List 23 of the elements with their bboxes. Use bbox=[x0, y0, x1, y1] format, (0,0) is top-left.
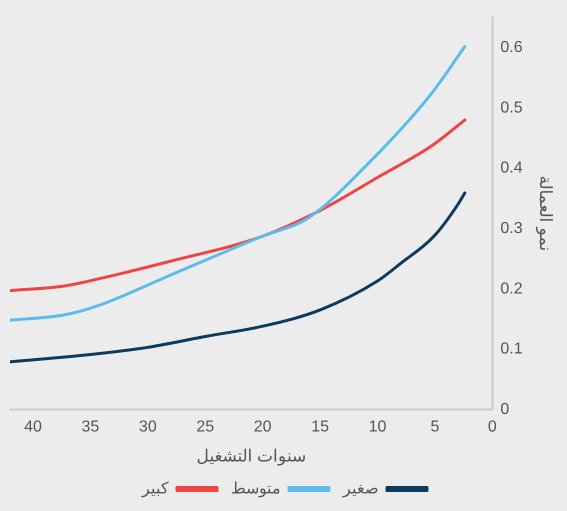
legend-label: صغير bbox=[342, 480, 379, 498]
x-tick-label: 40 bbox=[24, 418, 42, 436]
x-tick-label: 5 bbox=[430, 418, 440, 436]
x-tick-label: 15 bbox=[311, 418, 330, 436]
line-series bbox=[10, 45, 466, 322]
y-tick-label: 0 bbox=[500, 400, 510, 418]
x-tick-label: 25 bbox=[196, 418, 214, 436]
y-axis-title: نمو العمالة bbox=[535, 176, 556, 252]
legend-label: متوسط bbox=[231, 480, 281, 498]
y-tick-label: 0.4 bbox=[500, 160, 523, 177]
y-tick-label: 0.6 bbox=[500, 39, 523, 56]
x-tick-label: 20 bbox=[254, 418, 272, 436]
x-axis-title: سنوات التشغيل bbox=[196, 446, 306, 466]
y-tick-label: 0.3 bbox=[500, 220, 523, 237]
x-tick-label: 0 bbox=[488, 418, 497, 436]
y-tick-label: 0.5 bbox=[500, 99, 523, 116]
x-tick-label: 35 bbox=[81, 418, 100, 436]
y-tick-label: 0.2 bbox=[500, 280, 523, 298]
x-tick-label: 30 bbox=[138, 418, 157, 436]
legend-label: كبير bbox=[141, 480, 169, 498]
line-series bbox=[10, 192, 466, 364]
x-tick-label: 10 bbox=[368, 418, 387, 436]
y-tick-label: 0.1 bbox=[500, 340, 523, 358]
